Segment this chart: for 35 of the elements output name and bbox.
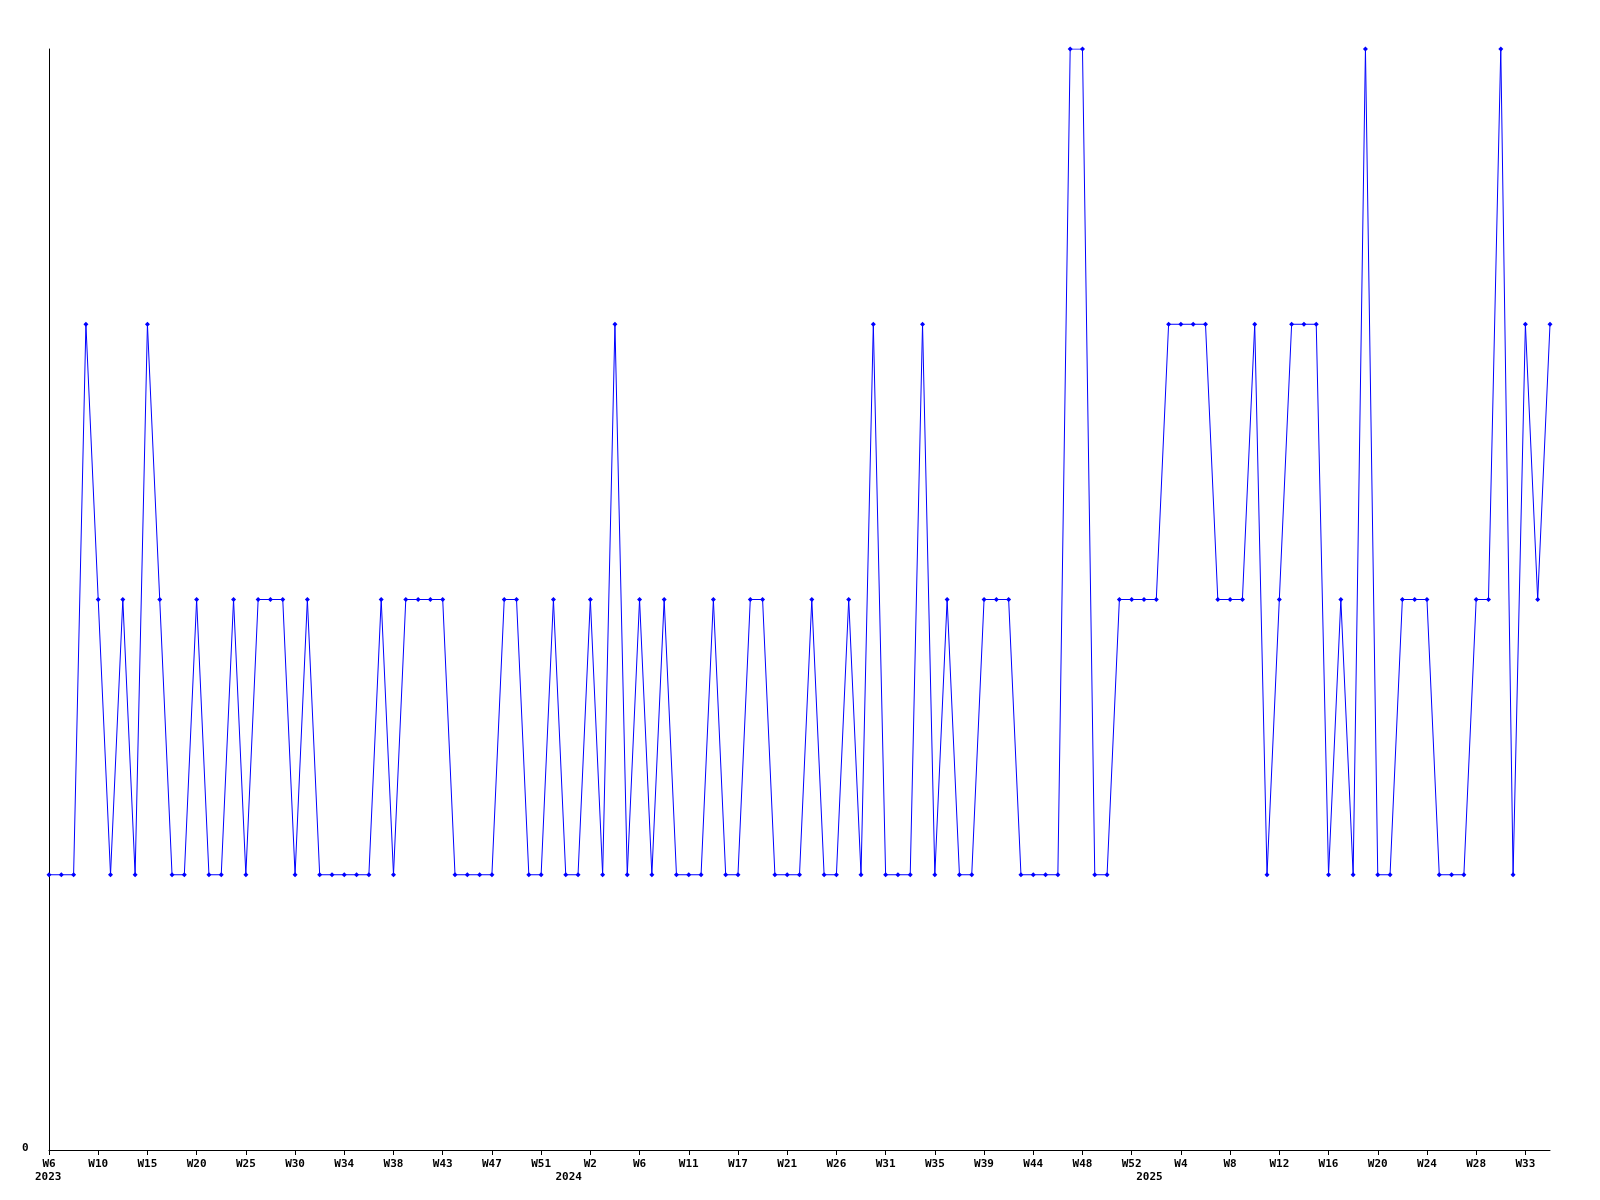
- x-tick-label: W11: [678, 1157, 700, 1170]
- x-tick-label: W26: [826, 1157, 847, 1170]
- x-tick-label: W28: [1466, 1157, 1487, 1170]
- x-tick-label: W6: [632, 1157, 647, 1170]
- x-tick-label: W16: [1318, 1157, 1339, 1170]
- x-tick-label: W39: [974, 1157, 994, 1170]
- text: 2025: [1136, 1170, 1163, 1183]
- x-tick-label: W52: [1121, 1157, 1142, 1170]
- x-tick-label: W10: [88, 1157, 109, 1170]
- text: 2024: [555, 1170, 583, 1183]
- x-tick-label: W33: [1515, 1157, 1536, 1170]
- x-tick-label: W38: [383, 1157, 404, 1170]
- x-tick-label: W6: [42, 1157, 56, 1170]
- x-tick-label: W44: [1023, 1157, 1044, 1170]
- x-tick-label: W20: [1367, 1157, 1388, 1170]
- x-tick-label: W24: [1417, 1157, 1438, 1170]
- x-tick-label: W48: [1072, 1157, 1093, 1170]
- x-tick-label: W20: [186, 1157, 207, 1170]
- x-tick-label: W15: [137, 1157, 158, 1170]
- text: 0: [22, 1141, 29, 1154]
- x-tick-label: W31: [875, 1157, 896, 1170]
- x-tick-label: W8: [1223, 1157, 1237, 1170]
- x-tick-label: W35: [924, 1157, 945, 1170]
- x-tick-label: W17: [728, 1157, 748, 1170]
- x-tick-label: W47: [481, 1157, 502, 1170]
- x-tick-label: W43: [432, 1157, 453, 1170]
- x-tick-label: W25: [235, 1157, 256, 1170]
- x-tick-label: W2: [583, 1157, 597, 1170]
- x-tick-label: W30: [285, 1157, 305, 1170]
- x-tick-label: W34: [334, 1157, 355, 1170]
- x-tick-label: W12: [1269, 1157, 1290, 1170]
- x-tick-label: W21: [777, 1157, 798, 1170]
- text: 2023: [35, 1170, 62, 1183]
- x-tick-label: W4: [1174, 1157, 1188, 1170]
- x-tick-label: W51: [531, 1157, 552, 1170]
